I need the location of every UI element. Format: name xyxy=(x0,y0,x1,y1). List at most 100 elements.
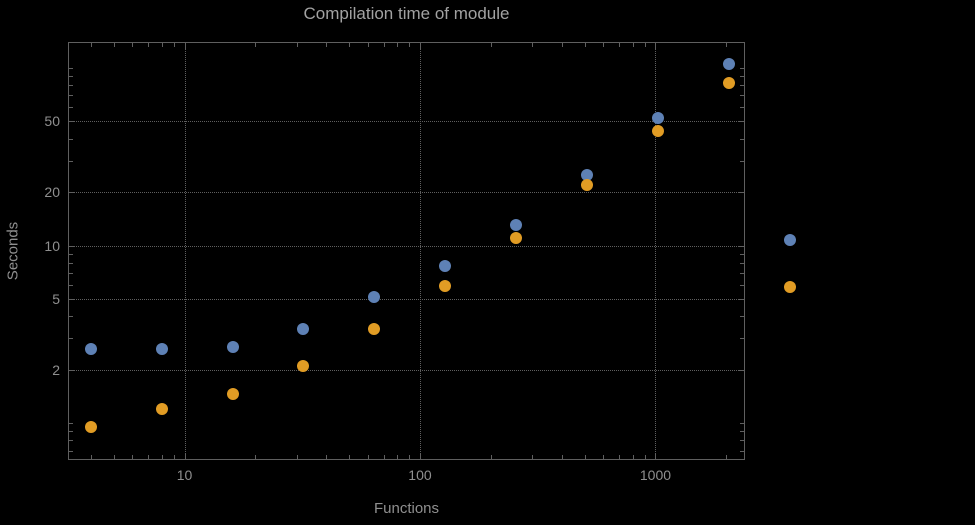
data-point-blue xyxy=(84,343,97,356)
x-minor-tick xyxy=(726,455,728,459)
x-tick-mark xyxy=(655,453,657,459)
data-point-blue xyxy=(439,259,452,272)
data-point-orange xyxy=(84,421,97,434)
x-minor-tick xyxy=(296,455,298,459)
x-minor-tick xyxy=(490,43,492,47)
y-minor-tick xyxy=(740,253,744,255)
y-tick-mark xyxy=(69,121,75,123)
x-minor-tick xyxy=(584,455,586,459)
x-minor-tick xyxy=(113,455,115,459)
data-point-blue xyxy=(651,112,664,125)
y-minor-tick xyxy=(69,107,73,109)
y-minor-tick xyxy=(740,107,744,109)
x-minor-tick xyxy=(632,43,634,47)
x-minor-tick xyxy=(644,455,646,459)
y-minor-tick xyxy=(740,262,744,264)
y-tick-mark xyxy=(738,192,744,194)
x-minor-tick xyxy=(349,43,351,47)
data-point-orange xyxy=(297,359,310,372)
legend-marker-orange-icon xyxy=(784,281,796,293)
x-minor-tick xyxy=(618,455,620,459)
x-minor-tick xyxy=(397,43,399,47)
x-minor-tick xyxy=(255,455,257,459)
y-minor-tick xyxy=(740,67,744,69)
data-point-orange xyxy=(439,280,452,293)
y-gridline xyxy=(68,299,745,300)
chart-title: Compilation time of module xyxy=(303,4,510,23)
y-tick-label: 5 xyxy=(52,291,60,307)
x-minor-tick xyxy=(397,455,399,459)
x-minor-tick xyxy=(255,43,257,47)
y-minor-tick xyxy=(69,440,73,442)
y-tick-label: 2 xyxy=(52,361,60,378)
y-gridline xyxy=(68,121,745,123)
x-tick-mark xyxy=(184,43,186,49)
x-tick-label: 100 xyxy=(408,467,432,483)
y-tick-mark xyxy=(738,245,744,247)
x-minor-tick xyxy=(409,455,411,459)
x-minor-tick xyxy=(173,43,175,47)
x-tick-label: 10 xyxy=(176,467,193,483)
x-tick-mark xyxy=(184,453,186,459)
legend-marker-blue-icon xyxy=(784,234,796,246)
data-point-orange xyxy=(368,322,381,335)
y-tick-label: 10 xyxy=(44,237,60,254)
x-tick-mark xyxy=(419,453,421,459)
x-minor-tick xyxy=(584,43,586,47)
y-minor-tick xyxy=(740,95,744,97)
x-minor-tick xyxy=(132,455,134,459)
y-tick-mark xyxy=(69,299,75,300)
x-minor-tick xyxy=(383,455,385,459)
y-gridline xyxy=(68,369,745,371)
x-minor-tick xyxy=(296,43,298,47)
x-minor-tick xyxy=(561,455,563,459)
y-minor-tick xyxy=(740,138,744,140)
x-gridline xyxy=(184,42,186,460)
plot-area xyxy=(68,42,745,460)
x-minor-tick xyxy=(532,43,534,47)
y-tick-mark xyxy=(69,369,75,371)
data-point-orange xyxy=(722,77,735,90)
x-minor-tick xyxy=(113,43,115,47)
y-minor-tick xyxy=(69,85,73,87)
y-minor-tick xyxy=(69,76,73,78)
data-point-blue xyxy=(722,58,735,71)
x-minor-tick xyxy=(367,43,369,47)
data-point-orange xyxy=(581,178,593,191)
x-minor-tick xyxy=(349,455,351,459)
x-minor-tick xyxy=(644,43,646,47)
x-tick-mark xyxy=(419,43,421,49)
x-minor-tick xyxy=(148,455,150,459)
data-point-orange xyxy=(226,388,239,401)
y-minor-tick xyxy=(740,284,744,286)
y-minor-tick xyxy=(69,253,73,255)
data-point-orange xyxy=(651,125,664,138)
y-minor-tick xyxy=(740,85,744,87)
data-point-blue xyxy=(368,291,381,304)
legend xyxy=(784,234,796,293)
y-tick-label: 20 xyxy=(44,184,60,201)
x-minor-tick xyxy=(603,43,605,47)
x-minor-tick xyxy=(132,43,134,47)
y-minor-tick xyxy=(69,431,73,433)
y-minor-tick xyxy=(740,423,744,425)
y-minor-tick xyxy=(69,67,73,69)
y-minor-tick xyxy=(740,160,744,162)
x-minor-tick xyxy=(90,43,92,47)
data-point-orange xyxy=(510,232,523,245)
y-minor-tick xyxy=(740,440,744,442)
x-minor-tick xyxy=(161,43,163,47)
y-minor-tick xyxy=(69,338,73,340)
x-minor-tick xyxy=(618,43,620,47)
data-point-blue xyxy=(226,340,239,353)
x-minor-tick xyxy=(326,455,328,459)
x-tick-mark xyxy=(655,43,657,49)
y-gridline xyxy=(68,192,745,194)
y-minor-tick xyxy=(69,160,73,162)
y-minor-tick xyxy=(69,450,73,452)
y-tick-label: 50 xyxy=(44,113,60,130)
data-point-orange xyxy=(155,403,168,416)
y-gridline xyxy=(68,245,745,247)
